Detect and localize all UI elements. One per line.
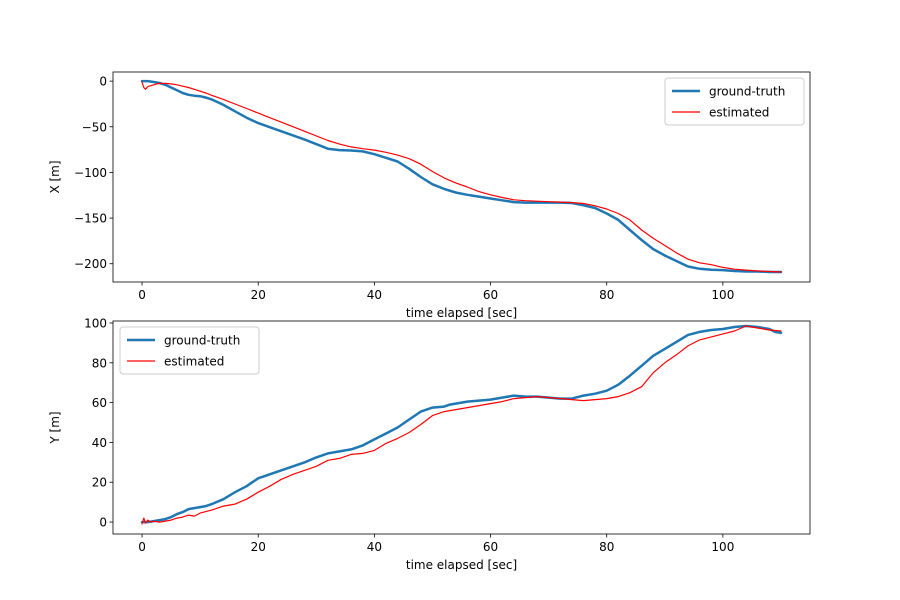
chart-1-legend-label-estimated: estimated <box>709 106 769 120</box>
chart-2-y-tick-label: 0 <box>99 516 107 530</box>
chart-1-y-tick-label: 0 <box>99 75 107 89</box>
chart-2-x-tick-label: 60 <box>483 540 498 554</box>
chart-1-legend: ground-truth estimated <box>664 77 805 126</box>
chart-1: 0 20 40 60 80 100 0 −50 −100 −150 −200 time elapsed… <box>48 71 811 320</box>
chart-2-y-tick-label: 80 <box>92 356 107 370</box>
chart-1-y-tick-label: −150 <box>74 212 107 226</box>
chart-2: 0 20 40 60 80 100 0 20 40 60 80 100 time elapsed [se… <box>48 316 811 572</box>
chart-2-axes-frame <box>112 320 811 535</box>
chart-2-y-tick-label: 40 <box>92 436 107 450</box>
chart-1-series-ground-truth-line <box>140 79 783 274</box>
chart-1-y-tick-label: −50 <box>82 120 107 134</box>
chart-2-legend-label-estimated: estimated <box>164 355 224 369</box>
chart-1-x-tick-label: 100 <box>711 288 734 302</box>
chart-1-series-estimated-line <box>141 81 782 273</box>
chart-2-y-axis-label: Y [m] <box>48 411 62 444</box>
chart-2-series-estimated-line <box>141 325 782 525</box>
chart-1-x-axis-label: time elapsed [sec] <box>406 306 517 320</box>
chart-2-x-tick-label: 20 <box>251 540 266 554</box>
chart-2-x-axis-label: time elapsed [sec] <box>406 558 517 572</box>
chart-2-legend-label-ground-truth: ground-truth <box>164 334 240 348</box>
chart-1-x-tick-label: 60 <box>483 288 498 302</box>
chart-1-x-tick-label: 0 <box>138 288 146 302</box>
chart-1-axes-frame <box>112 71 811 283</box>
chart-1-x-tick-label: 40 <box>367 288 382 302</box>
chart-2-x-tick-label: 100 <box>711 540 734 554</box>
chart-1-y-tick-label: −100 <box>74 166 107 180</box>
chart-2-series-ground-truth-line <box>140 324 783 524</box>
chart-2-x-tick-label: 80 <box>599 540 614 554</box>
chart-1-legend-label-ground-truth: ground-truth <box>709 85 785 99</box>
chart-2-y-tick-label: 20 <box>92 476 107 490</box>
chart-1-x-tick-label: 20 <box>251 288 266 302</box>
chart-1-y-axis-label: X [m] <box>48 160 62 193</box>
chart-1-y-tick-label: −200 <box>74 257 107 271</box>
chart-2-x-tick-label: 40 <box>367 540 382 554</box>
chart-2-legend: ground-truth estimated <box>119 326 260 375</box>
chart-2-y-tick-label: 100 <box>84 316 107 330</box>
chart-2-y-tick-label: 60 <box>92 396 107 410</box>
chart-2-x-tick-label: 0 <box>138 540 146 554</box>
chart-1-x-tick-label: 80 <box>599 288 614 302</box>
